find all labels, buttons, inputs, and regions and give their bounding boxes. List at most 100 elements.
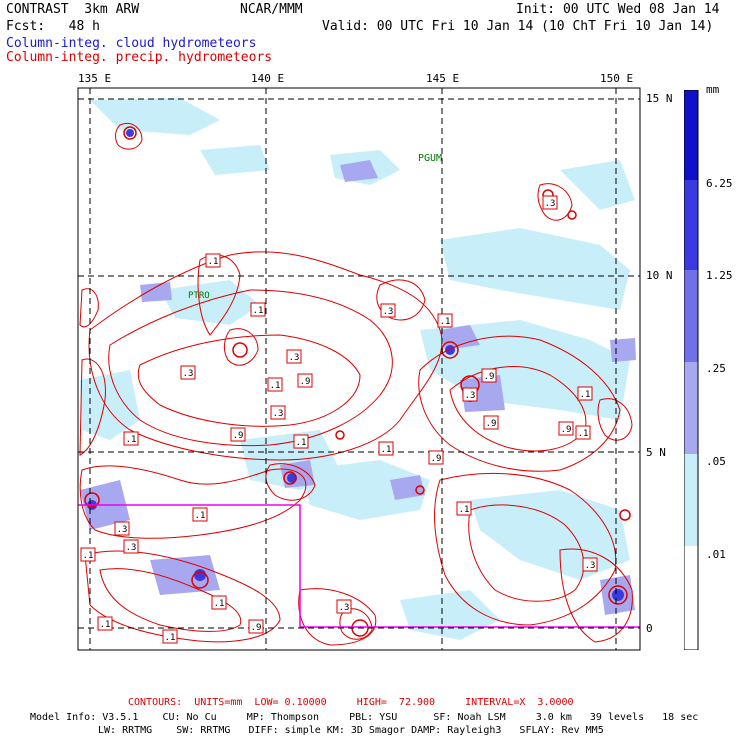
svg-text:.1: .1 <box>126 435 137 445</box>
contour-label: .1 <box>575 425 591 440</box>
colorbar-label-.01: .01 <box>706 548 726 561</box>
contour-label: .1 <box>378 441 394 456</box>
contour-label: .1 <box>211 595 227 610</box>
contour-label: .3 <box>380 303 396 318</box>
contour-label: .9 <box>558 421 574 436</box>
contour-label: .1 <box>437 313 453 328</box>
svg-text:.1: .1 <box>270 381 281 391</box>
colorbar-bin-5 <box>684 454 698 546</box>
model-info-line1: Model Info: V3.5.1 CU: No Cu MP: Thompso… <box>30 712 699 723</box>
svg-text:.9: .9 <box>251 623 262 633</box>
lat-label-10n: 10 N <box>646 269 673 282</box>
contour-label: .3 <box>123 539 139 554</box>
svg-text:.9: .9 <box>561 425 572 435</box>
contour-label: .1 <box>97 616 113 631</box>
contour-label: .1 <box>80 547 96 562</box>
contour-label: .9 <box>481 368 497 383</box>
svg-text:.3: .3 <box>465 391 476 401</box>
contour-label: .3 <box>286 349 302 364</box>
contour-label: .1 <box>267 377 283 392</box>
contour-label: .1 <box>293 434 309 449</box>
contour-label: .1 <box>205 253 221 268</box>
contour-label: .9 <box>230 427 246 442</box>
svg-text:.1: .1 <box>208 257 219 267</box>
svg-text:.1: .1 <box>83 551 94 561</box>
contour-label: .3 <box>462 387 478 402</box>
svg-text:.3: .3 <box>126 543 137 553</box>
svg-text:.1: .1 <box>100 620 111 630</box>
lat-label-15n: 15 N <box>646 92 673 105</box>
contour-label: .1 <box>162 629 178 644</box>
colorbar-bin-1 <box>684 90 698 180</box>
svg-text:.3: .3 <box>339 603 350 613</box>
colorbar-bin-6 <box>684 546 698 650</box>
svg-text:.3: .3 <box>273 409 284 419</box>
svg-text:.3: .3 <box>545 199 556 209</box>
svg-text:.1: .1 <box>214 599 225 609</box>
contour-label: .1 <box>123 431 139 446</box>
contour-label: .9 <box>297 373 313 388</box>
svg-text:.3: .3 <box>183 369 194 379</box>
svg-text:.1: .1 <box>459 505 470 515</box>
contour-label: .3 <box>336 599 352 614</box>
model-title: CONTRAST 3km ARW <box>6 2 140 17</box>
precip-field-label: Column-integ. precip. hydrometeors <box>6 50 273 65</box>
svg-text:.1: .1 <box>296 438 307 448</box>
svg-text:.9: .9 <box>233 431 244 441</box>
svg-text:.1: .1 <box>253 306 264 316</box>
svg-text:.1: .1 <box>165 633 176 643</box>
contour-label: .1 <box>192 507 208 522</box>
station-label-ptro: PTRO <box>188 291 210 301</box>
init-time: Init: 00 UTC Wed 08 Jan 14 <box>516 2 720 17</box>
svg-text:.3: .3 <box>383 307 394 317</box>
svg-text:.1: .1 <box>580 390 591 400</box>
svg-text:.9: .9 <box>300 377 311 387</box>
contour-label: .9 <box>428 450 444 465</box>
valid-time: Valid: 00 UTC Fri 10 Jan 14 (10 ChT Fri … <box>322 19 714 34</box>
forecast-hour: Fcst: 48 h <box>6 19 100 34</box>
contour-label: .1 <box>577 386 593 401</box>
contour-labels: .1 .1 .3 .9 .3 .1 .9 .1 .3 .1 .9 .1 .9 .3 .1 .1 .3 .9 .3 .1… <box>80 195 598 644</box>
contour-label: .1 <box>456 501 472 516</box>
lat-label-5n: 5 N <box>646 446 666 459</box>
contour-label: .3 <box>114 521 130 536</box>
lat-label-0: 0 <box>646 622 653 635</box>
svg-text:.9: .9 <box>431 454 442 464</box>
station-label-pgum: PGUM <box>418 153 442 164</box>
lon-label-150: 150 E <box>600 72 634 85</box>
contour-label: .1 <box>250 302 266 317</box>
inner-domain-box <box>78 504 640 628</box>
svg-text:.1: .1 <box>195 511 206 521</box>
contour-label: .3 <box>180 365 196 380</box>
svg-text:.3: .3 <box>117 525 128 535</box>
lon-label-145: 145 E <box>426 72 460 85</box>
colorbar-bin-2 <box>684 180 698 270</box>
model-info-line2: LW: RRTMG SW: RRTMG DIFF: simple KM: 3D … <box>98 725 604 736</box>
svg-text:.9: .9 <box>484 372 495 382</box>
organization: NCAR/MMM <box>240 2 303 17</box>
colorbar-label-6.25: 6.25 <box>706 177 733 190</box>
colorbar-label-.05: .05 <box>706 455 726 468</box>
lat-lon-grid <box>78 88 640 650</box>
lon-label-140: 140 E <box>251 72 285 85</box>
contour-label: .3 <box>270 405 286 420</box>
colorbar-label-1.25: 1.25 <box>706 269 733 282</box>
precip-contours <box>79 123 633 646</box>
svg-text:.9: .9 <box>486 419 497 429</box>
svg-text:.1: .1 <box>381 445 392 455</box>
svg-text:.1: .1 <box>440 317 451 327</box>
lon-label-135: 135 E <box>78 72 112 85</box>
contour-label: .3 <box>542 195 558 210</box>
contour-info: CONTOURS: UNITS=mm LOW= 0.10000 HIGH= 72… <box>128 697 574 708</box>
colorbar-bin-4 <box>684 362 698 454</box>
svg-text:.3: .3 <box>289 353 300 363</box>
contour-label: .9 <box>483 415 499 430</box>
contour-label: .3 <box>582 557 598 572</box>
cloud-field-label: Column-integ. cloud hydrometeors <box>6 36 257 51</box>
svg-text:.1: .1 <box>578 429 589 439</box>
colorbar-unit: mm <box>706 83 720 96</box>
contour-label: .9 <box>248 619 264 634</box>
colorbar <box>684 90 699 650</box>
colorbar-bin-3 <box>684 270 698 362</box>
